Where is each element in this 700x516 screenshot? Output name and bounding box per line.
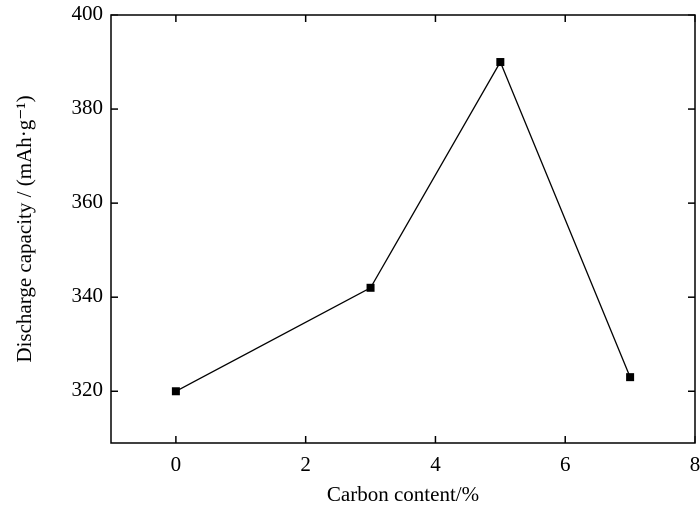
y-tick-label: 380 bbox=[72, 95, 104, 119]
x-tick-label: 6 bbox=[560, 452, 571, 476]
y-tick-label: 360 bbox=[72, 189, 104, 213]
x-tick-label: 4 bbox=[430, 452, 441, 476]
x-tick-label: 0 bbox=[171, 452, 182, 476]
x-tick-label: 2 bbox=[300, 452, 311, 476]
data-point bbox=[496, 58, 505, 67]
data-point bbox=[626, 373, 635, 382]
data-point bbox=[171, 387, 180, 396]
y-axis-label: Discharge capacity / (mAh·g⁻¹) bbox=[12, 95, 36, 362]
x-tick-label: 8 bbox=[690, 452, 700, 476]
y-tick-label: 340 bbox=[72, 283, 104, 307]
data-point bbox=[366, 283, 375, 292]
plot-frame bbox=[110, 14, 696, 444]
y-tick-label: 320 bbox=[72, 377, 104, 401]
data-line bbox=[175, 60, 631, 392]
x-axis-label: Carbon content/% bbox=[327, 482, 479, 506]
y-tick-label: 400 bbox=[72, 1, 104, 25]
